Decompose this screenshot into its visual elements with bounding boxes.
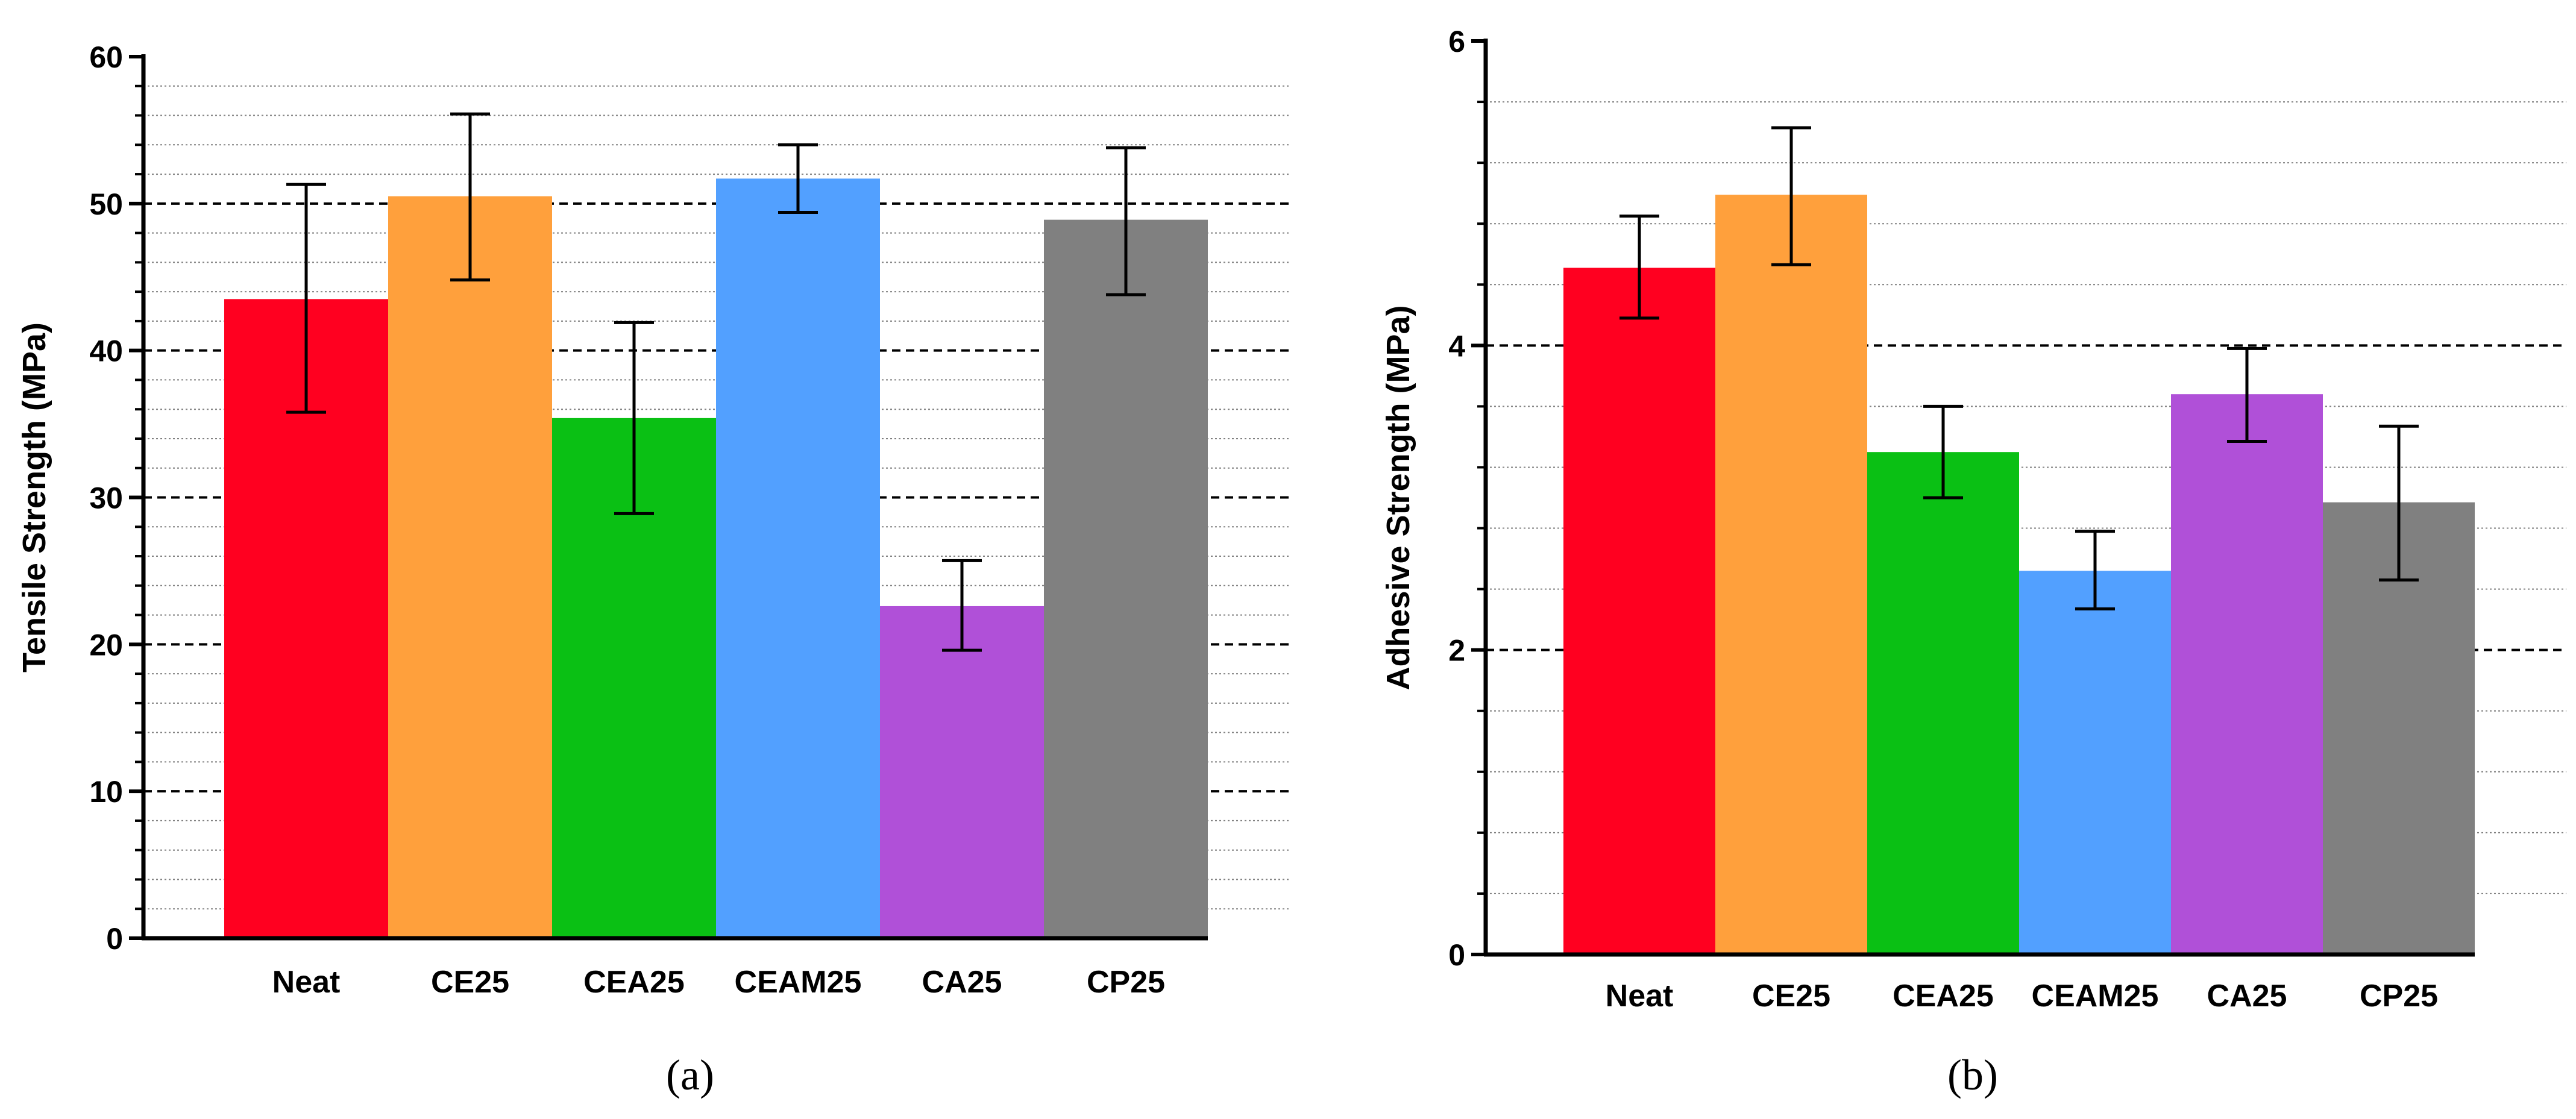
x-category-label: CP25 — [1087, 965, 1165, 1000]
error-bar-cea25 — [614, 321, 654, 515]
x-category-label: CEAM25 — [2032, 979, 2159, 1014]
error-bar-cp25 — [1106, 146, 1146, 296]
x-category-label: CEA25 — [583, 965, 685, 1000]
panel-label: (a) — [666, 1051, 714, 1099]
y-tick-label: 0 — [1448, 938, 1465, 972]
bar-ce25 — [1715, 195, 1867, 954]
x-category-label: CE25 — [1752, 979, 1830, 1014]
bar-ca25 — [2171, 394, 2323, 954]
chart-panel-a: 0 10 20 30 40 50 60 Neat CE25 CEA25 CEAM25 CA25 CP25… — [16, 40, 1290, 1099]
error-bar-ceam25 — [778, 143, 818, 214]
y-tick-label: 10 — [89, 775, 123, 809]
x-category-label: CP25 — [2360, 979, 2438, 1014]
error-bar-neat — [1619, 215, 1659, 320]
chart-panel-b: 0 2 4 6 Neat CE25 CEA25 CEAM25 CA25 CP25 Adhesive … — [1380, 25, 2566, 1099]
y-tick-label: 20 — [89, 628, 123, 662]
bar-ceam25 — [2019, 571, 2171, 954]
y-tick-label: 60 — [89, 40, 123, 74]
y-tick-label: 40 — [89, 334, 123, 368]
error-bar-ce25 — [450, 112, 490, 282]
bar-ce25 — [388, 196, 552, 939]
bar-ceam25 — [716, 178, 880, 939]
error-bar-cea25 — [1923, 404, 1963, 500]
y-axis-title: Tensile Strength (MPa) — [16, 322, 52, 672]
x-category-label: CEA25 — [1893, 979, 1994, 1014]
y-tick-label: 0 — [106, 922, 123, 956]
bar-cea25 — [1867, 452, 2019, 954]
y-axis-title: Adhesive Strength (MPa) — [1380, 305, 1416, 690]
x-category-label: CA25 — [2207, 979, 2287, 1014]
bar-ca25 — [880, 606, 1044, 938]
x-category-label: Neat — [1606, 979, 1674, 1014]
error-bar-ca25 — [942, 559, 982, 652]
y-tick-label: 30 — [89, 481, 123, 515]
panel-label: (b) — [1947, 1051, 1998, 1099]
error-bar-ca25 — [2227, 346, 2267, 444]
bar-cp25 — [1044, 219, 1208, 938]
y-tick-label: 6 — [1448, 25, 1465, 58]
y-tick-label: 2 — [1448, 634, 1465, 668]
y-tick-label: 50 — [89, 187, 123, 221]
x-category-label: CEAM25 — [735, 965, 862, 1000]
x-category-label: Neat — [272, 965, 341, 1000]
bar-neat — [1563, 268, 1715, 954]
error-bar-ce25 — [1771, 126, 1811, 266]
error-bar-cp25 — [2379, 424, 2419, 581]
error-bar-ceam25 — [2075, 530, 2115, 610]
x-category-label: CE25 — [431, 965, 509, 1000]
y-tick-label: 4 — [1448, 329, 1465, 363]
error-bar-neat — [286, 183, 326, 414]
x-category-label: CA25 — [922, 965, 1002, 1000]
